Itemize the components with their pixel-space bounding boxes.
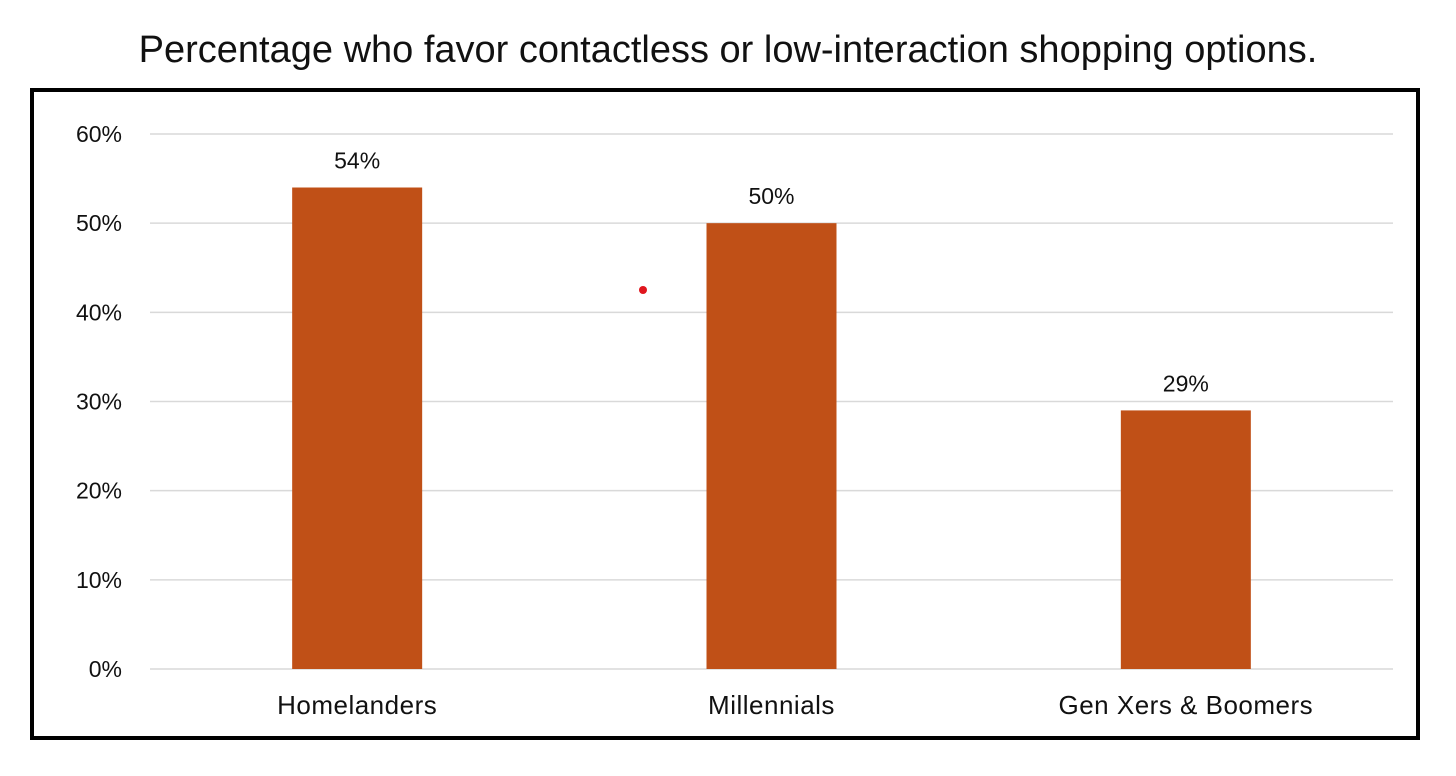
y-tick-label: 50% (76, 210, 122, 236)
y-tick-label: 0% (89, 656, 122, 682)
bar (706, 223, 837, 669)
marker-dot (639, 286, 647, 294)
x-tick-label: Gen Xers & Boomers (1059, 690, 1314, 720)
y-tick-label: 10% (76, 567, 122, 593)
y-tick-label: 30% (76, 389, 122, 415)
y-tick-label: 60% (76, 121, 122, 147)
x-tick-label: Homelanders (277, 690, 437, 720)
bar (1120, 410, 1251, 669)
y-tick-label: 20% (76, 478, 122, 504)
data-label: 50% (748, 183, 794, 209)
data-label: 54% (334, 148, 380, 174)
x-tick-label: Millennials (708, 690, 835, 720)
y-tick-label: 40% (76, 299, 122, 325)
chart-title: Percentage who favor contactless or low-… (138, 29, 1318, 71)
data-label: 29% (1163, 370, 1209, 396)
bar (292, 187, 423, 669)
